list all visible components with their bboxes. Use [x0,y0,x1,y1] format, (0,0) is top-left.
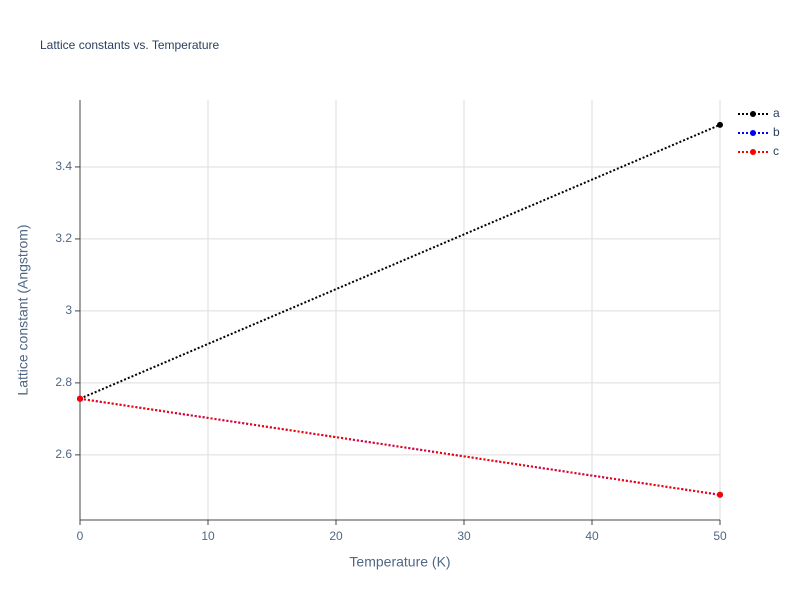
chart-title: Lattice constants vs. Temperature [40,38,220,52]
y-tick-label: 2.6 [55,447,72,461]
legend-marker [750,149,756,155]
x-tick-label: 40 [585,529,599,543]
series-line [79,123,721,400]
legend-marker [750,130,756,136]
y-tick-label: 3.2 [55,231,72,245]
legend-label: c [773,144,779,158]
point [717,491,723,498]
y-tick-label: 3.4 [55,159,72,173]
legend-label: a [773,106,780,120]
y-axis-title: Lattice constant (Angstrom) [15,224,31,395]
point [77,395,83,402]
x-tick-label: 20 [329,529,343,543]
point [717,121,723,128]
x-tick-label: 0 [77,529,84,543]
legend-label: b [773,125,780,139]
x-axis-title: Temperature (K) [349,554,450,570]
y-tick-label: 2.8 [55,375,72,389]
x-tick-label: 30 [457,529,471,543]
x-tick-label: 10 [201,529,215,543]
legend-marker [750,111,756,117]
y-tick-label: 3 [65,303,72,317]
x-tick-label: 50 [713,529,727,543]
